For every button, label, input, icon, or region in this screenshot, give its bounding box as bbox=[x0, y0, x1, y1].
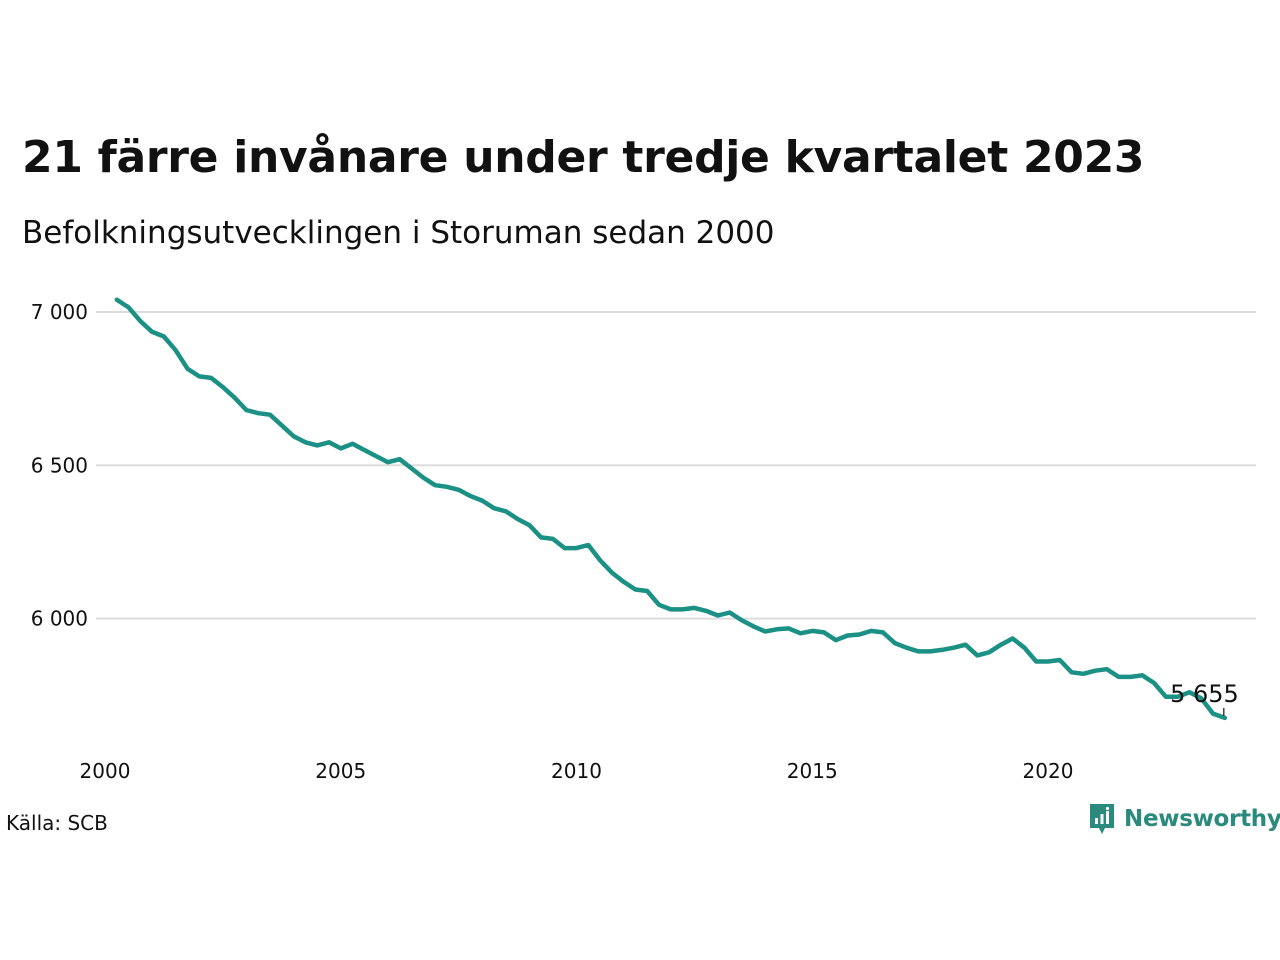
x-tick-label: 2020 bbox=[1023, 759, 1074, 783]
series-layer bbox=[114, 297, 1228, 721]
y-tick-label: 7 000 bbox=[31, 300, 88, 324]
y-tick-label: 6 000 bbox=[31, 607, 88, 631]
x-tick-label: 2000 bbox=[80, 759, 131, 783]
y-axis-ticks: 6 000 6 500 7 000 bbox=[31, 300, 88, 631]
gridlines bbox=[96, 311, 1256, 620]
x-tick-label: 2015 bbox=[787, 759, 838, 783]
series-line bbox=[114, 297, 1228, 721]
chart-title: 21 färre invånare under tredje kvartalet… bbox=[22, 132, 1145, 183]
newsworthy-brand: Newsworthy bbox=[1088, 802, 1280, 836]
x-tick-label: 2010 bbox=[551, 759, 602, 783]
x-axis-ticks: 2000 2005 2010 2015 2020 bbox=[80, 759, 1074, 783]
end-value-label: 5 655 bbox=[1170, 680, 1239, 708]
chart-subtitle: Befolkningsutvecklingen i Storuman sedan… bbox=[22, 215, 775, 251]
newsworthy-logo-icon bbox=[1088, 802, 1116, 836]
brand-name: Newsworthy bbox=[1124, 806, 1280, 832]
y-tick-label: 6 500 bbox=[31, 453, 88, 477]
line-chart: 6 000 6 500 7 000 2000 2005 2010 2015 2020 5 6… bbox=[31, 297, 1256, 783]
x-tick-label: 2005 bbox=[315, 759, 366, 783]
source-note: Källa: SCB bbox=[6, 811, 108, 835]
end-label-layer: 5 655 bbox=[1170, 680, 1239, 716]
